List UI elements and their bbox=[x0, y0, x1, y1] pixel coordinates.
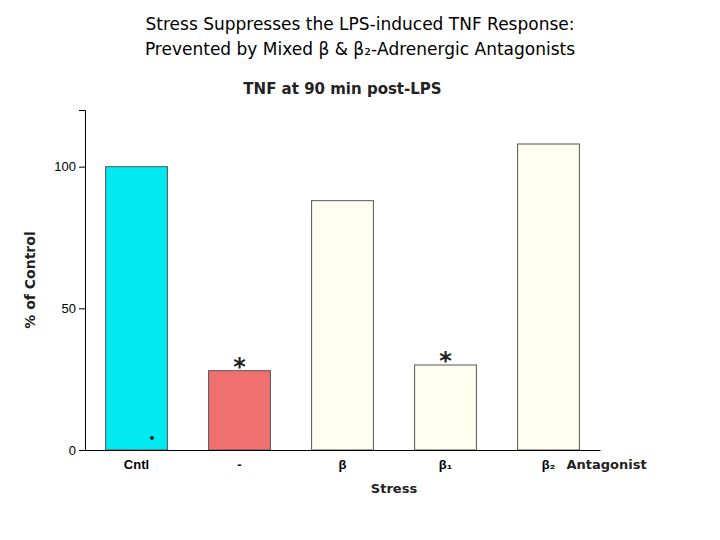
bar bbox=[312, 201, 374, 450]
bar bbox=[518, 144, 580, 450]
x-tick: β₂ bbox=[542, 457, 556, 472]
x-tick: - bbox=[237, 457, 241, 472]
bar bbox=[415, 365, 477, 450]
plot: 0 50 100 Cntl - β β₁ β₂ * * • Antagonist Stress bbox=[54, 111, 646, 497]
x-axis: Cntl - β β₁ β₂ bbox=[86, 451, 601, 473]
y-axis-line bbox=[79, 111, 86, 451]
x-tick-label: - bbox=[237, 457, 241, 472]
x-tick-label: Cntl bbox=[124, 457, 149, 472]
annotation: * bbox=[439, 347, 452, 375]
title: Prevented by Mixed β & β₂-Adrenergic Ant… bbox=[145, 39, 575, 59]
annotation: * bbox=[233, 353, 246, 381]
x-tick-label: β₂ bbox=[542, 457, 556, 472]
subtitle: TNF at 90 min post-LPS bbox=[243, 80, 441, 98]
annotations: * * • Antagonist Stress bbox=[148, 347, 646, 496]
x-tick-label: β₁ bbox=[439, 457, 452, 472]
y-label: % of Control bbox=[22, 231, 38, 328]
bar bbox=[106, 167, 168, 450]
y-tick-label: 100 bbox=[54, 159, 76, 174]
title: Stress Suppresses the LPS-induced TNF Re… bbox=[146, 14, 575, 34]
y-tick: 50 bbox=[62, 301, 85, 316]
x-tick: Cntl bbox=[124, 457, 149, 472]
x-tick: β bbox=[339, 457, 347, 472]
y-tick-mark bbox=[79, 308, 85, 309]
x-axis-line bbox=[86, 450, 601, 451]
chart: Stress Suppresses the LPS-induced TNF Re… bbox=[0, 0, 720, 540]
annotation: • bbox=[148, 432, 155, 445]
y-tick: 100 bbox=[54, 159, 85, 174]
x-tick-label: β bbox=[339, 457, 347, 472]
annotation: Antagonist bbox=[567, 457, 647, 472]
y-tick-label: 0 bbox=[69, 443, 76, 458]
y-tick-mark bbox=[79, 450, 85, 451]
y-tick-label: 50 bbox=[62, 301, 76, 316]
bar bbox=[209, 371, 271, 450]
bars bbox=[106, 144, 580, 450]
y-axis: 0 50 100 bbox=[54, 111, 85, 458]
x-tick: β₁ bbox=[439, 457, 452, 472]
annotation: Stress bbox=[371, 481, 418, 496]
y-tick: 0 bbox=[69, 443, 85, 458]
y-tick-mark bbox=[79, 167, 85, 168]
